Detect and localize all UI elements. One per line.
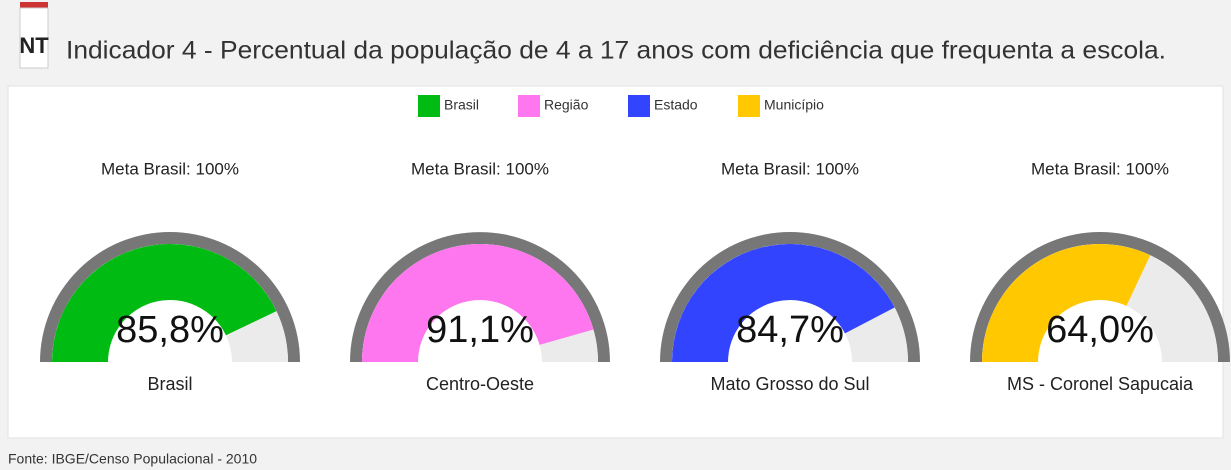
value-label: 91,1% — [426, 309, 534, 351]
gauge-value — [982, 244, 1151, 362]
target-label: Meta Brasil: 100% — [721, 159, 859, 178]
badge: NT — [19, 33, 49, 58]
gauge-value — [362, 243, 594, 362]
category-label: Mato Grosso do Sul — [710, 374, 869, 394]
badge-box — [19, 7, 49, 69]
target-label: Meta Brasil: 100% — [1031, 159, 1169, 178]
legend-swatch — [628, 95, 650, 117]
target-label: Meta Brasil: 100% — [411, 159, 549, 178]
target-label: Meta Brasil: 100% — [101, 159, 239, 178]
source: Fonte: IBGE/Censo Populacional - 2010 — [8, 451, 257, 467]
gauge-value — [52, 244, 277, 362]
value-label: 64,0% — [1046, 309, 1154, 351]
category-label: Brasil — [147, 374, 192, 394]
value-label: 85,8% — [116, 309, 224, 351]
legend-label: Região — [544, 97, 589, 113]
legend-swatch — [418, 95, 440, 117]
gauge-value — [672, 243, 895, 362]
title: Indicador 4 - Percentual da população de… — [66, 37, 1166, 65]
legend-label: Município — [764, 97, 824, 113]
legend-swatch — [518, 95, 540, 117]
legend-label: Estado — [654, 97, 698, 113]
category-label: Centro-Oeste — [426, 374, 534, 394]
badge-top — [20, 2, 48, 8]
category-label: MS - Coronel Sapucaia — [1007, 374, 1194, 394]
value-label: 84,7% — [736, 309, 844, 351]
legend-label: Brasil — [444, 97, 479, 113]
legend-swatch — [738, 95, 760, 117]
